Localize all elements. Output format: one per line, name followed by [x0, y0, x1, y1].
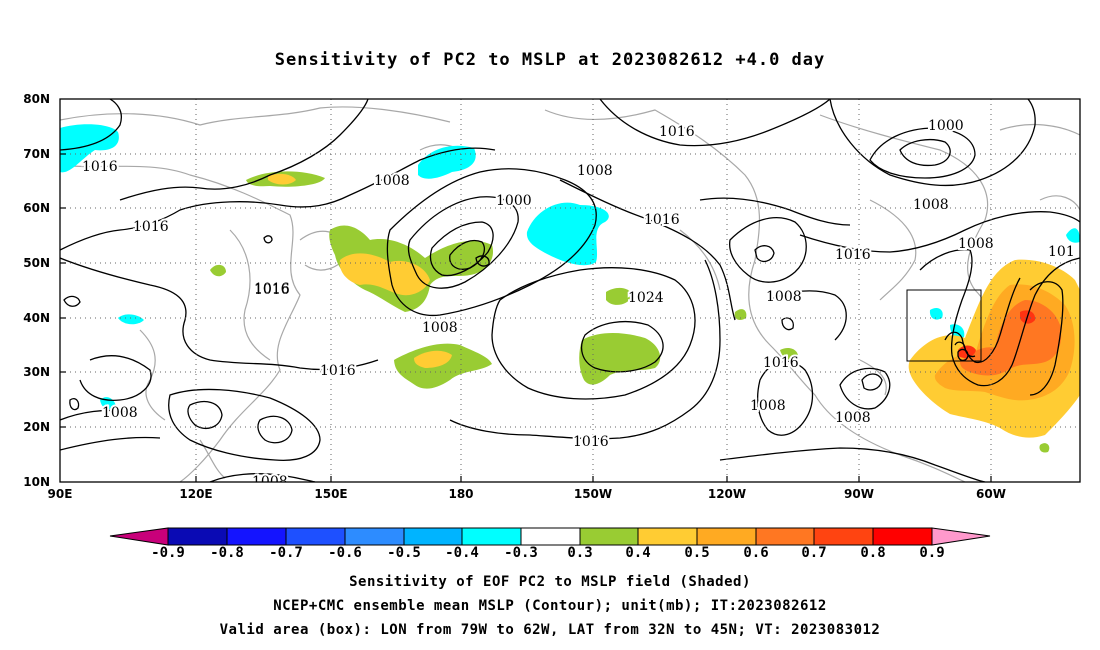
contour-label: 1008 — [913, 197, 949, 213]
colorbar-cell — [637, 527, 698, 546]
lat-label: 20N — [23, 420, 50, 434]
caption-line-2: NCEP+CMC ensemble mean MSLP (Contour); u… — [273, 598, 827, 614]
lon-label: 150W — [573, 487, 613, 501]
contour-label: 1008 — [577, 163, 613, 179]
colorbar-cell — [226, 527, 287, 546]
lat-label: 30N — [23, 365, 50, 379]
colorbar-cell — [872, 527, 933, 546]
contour-label: 1008 — [374, 173, 410, 189]
colorbar-cell — [813, 527, 874, 546]
contour-label: 1016 — [835, 247, 871, 263]
lat-label: 50N — [23, 256, 50, 270]
contour-label: 1016 — [763, 355, 799, 371]
map-title: Sensitivity of PC2 to MSLP at 2023082612… — [274, 50, 826, 70]
cyan-shading-western-pacific — [60, 124, 1080, 410]
axis-ticks — [60, 153, 992, 482]
colorbar-label: -0.9 — [151, 545, 185, 561]
map-frame — [59, 98, 1081, 483]
contour-label: 101 — [1048, 244, 1075, 260]
colorbar-label: -0.4 — [445, 545, 479, 561]
colorbar-label: 0.6 — [743, 545, 769, 561]
lon-label: 60W — [976, 487, 1006, 501]
coastlines — [60, 106, 1080, 482]
contour-label: 1008 — [422, 320, 458, 336]
contour-label: 1016 — [320, 363, 356, 379]
contour-label: 1000 — [928, 118, 964, 134]
contour-label: 1016 — [644, 212, 680, 228]
contour-label: 1016 — [254, 282, 290, 298]
contour-label: 1016 — [573, 434, 609, 450]
lon-label: 150E — [314, 487, 348, 501]
colorbar-label: 0.5 — [684, 545, 710, 561]
colorbar-cell — [461, 527, 522, 546]
mslp-contours — [60, 99, 1080, 482]
colorbar-label: 0.8 — [860, 545, 886, 561]
colorbar-label: 0.4 — [625, 545, 651, 561]
contour-labels: 1016 1016 1008 1000 1008 1016 1016 1008 … — [80, 116, 1077, 490]
lon-label: 180 — [448, 487, 474, 501]
lat-lon-grid — [60, 99, 1080, 482]
colorbar-cell — [403, 527, 463, 546]
contour-label: 1000 — [496, 193, 532, 209]
contour-label: 1016 — [133, 219, 169, 235]
contour-label: 1016 — [254, 281, 290, 297]
colorbar-cell — [520, 527, 581, 546]
lon-label: 90E — [47, 487, 73, 501]
caption-line-1: Sensitivity of EOF PC2 to MSLP field (Sh… — [349, 574, 751, 590]
colorbar-cell — [696, 527, 757, 546]
colorbar-cell — [931, 527, 991, 546]
colorbar-label: -0.3 — [504, 545, 538, 561]
lat-label: 10N — [23, 475, 50, 489]
contour-label: 1008 — [766, 289, 802, 305]
colorbar-label: -0.5 — [387, 545, 421, 561]
contour-label: 1008 — [102, 405, 138, 421]
contour-label: 1008 — [835, 410, 871, 426]
colorbar-label: 0.3 — [567, 545, 593, 561]
contour-label: 1024 — [628, 290, 664, 306]
dark-orange-shading — [960, 300, 1062, 376]
contour-label: 1016 — [82, 159, 118, 175]
colorbar — [109, 527, 991, 546]
colorbar-label: 0.7 — [801, 545, 827, 561]
contour-label: 1008 — [958, 236, 994, 252]
colorbar-label: 0.9 — [919, 545, 945, 561]
colorbar-cell — [109, 527, 169, 546]
green-shading-pacific — [210, 171, 1050, 453]
lat-label: 80N — [23, 92, 50, 106]
lat-label: 60N — [23, 201, 50, 215]
lat-label: 70N — [23, 147, 50, 161]
lat-label: 40N — [23, 311, 50, 325]
colorbar-cell — [285, 527, 346, 546]
lon-label: 120W — [707, 487, 747, 501]
contour-label: 1008 — [252, 474, 288, 490]
lon-label: 90W — [844, 487, 874, 501]
contour-label: 1008 — [750, 398, 786, 414]
colorbar-cell — [167, 527, 228, 546]
colorbar-cell — [755, 527, 815, 546]
colorbar-label: -0.8 — [210, 545, 244, 561]
valid-area-box — [906, 289, 982, 362]
lon-label: 120E — [179, 487, 213, 501]
colorbar-cell — [344, 527, 405, 546]
caption-line-3: Valid area (box): LON from 79W to 62W, L… — [219, 622, 881, 638]
colorbar-label: -0.6 — [328, 545, 362, 561]
contour-label: 1016 — [659, 124, 695, 140]
colorbar-cell — [579, 527, 639, 546]
colorbar-label: -0.7 — [269, 545, 303, 561]
